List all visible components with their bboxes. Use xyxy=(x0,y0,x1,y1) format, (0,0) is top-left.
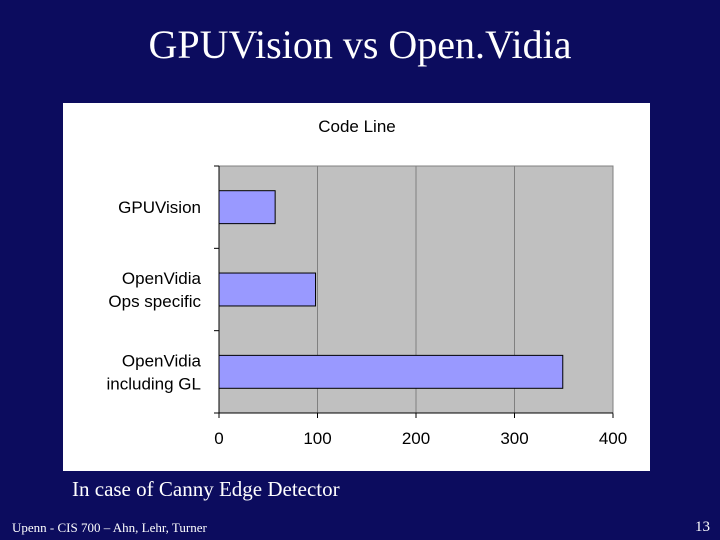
category-label: GPUVision xyxy=(118,198,201,217)
tick-labels: 0 100 200 300 400 xyxy=(214,429,627,448)
category-label: OpenVidia xyxy=(122,351,202,370)
x-tick-label: 200 xyxy=(402,429,430,448)
category-label: including GL xyxy=(106,374,201,393)
x-tick-label: 400 xyxy=(599,429,627,448)
page-number: 13 xyxy=(695,519,710,535)
chart-title: Code Line xyxy=(318,117,396,136)
x-tick-label: 0 xyxy=(214,429,223,448)
bar-chart: Code Line GPUVision OpenVidia Ops specific… xyxy=(106,117,627,448)
category-label: OpenVidia xyxy=(122,269,202,288)
bar xyxy=(218,354,564,389)
bar xyxy=(218,190,276,225)
bar xyxy=(218,272,317,307)
footer-credits: Upenn - CIS 700 – Ahn, Lehr, Turner xyxy=(12,520,207,535)
chart-frame: Code Line GPUVision OpenVidia Ops specific… xyxy=(63,103,650,471)
slide-title: GPUVision vs Open.Vidia xyxy=(148,22,572,67)
category-label: Ops specific xyxy=(108,292,201,311)
bars xyxy=(218,190,564,389)
x-tick-label: 300 xyxy=(500,429,528,448)
chart-caption: In case of Canny Edge Detector xyxy=(72,477,340,501)
axis xyxy=(214,165,614,418)
category-labels: GPUVision OpenVidia Ops specific OpenVidia i… xyxy=(106,198,201,393)
x-tick-label: 100 xyxy=(303,429,331,448)
